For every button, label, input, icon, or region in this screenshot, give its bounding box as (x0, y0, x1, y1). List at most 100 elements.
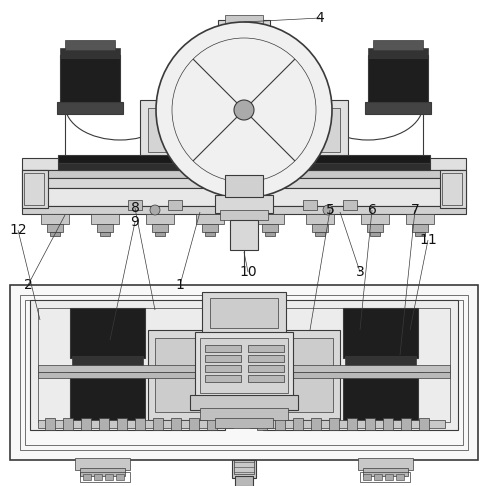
Bar (24, 173, 44, 205)
Bar (168, 200, 182, 210)
Bar (248, 345, 284, 352)
Bar (65, 40, 115, 50)
Text: 4: 4 (316, 11, 325, 25)
Bar (202, 224, 218, 232)
Bar (401, 418, 411, 430)
Bar (22, 178, 466, 188)
Bar (442, 173, 462, 205)
Circle shape (293, 120, 313, 140)
Bar (374, 474, 382, 480)
Bar (373, 40, 423, 50)
Bar (22, 170, 48, 208)
Bar (200, 408, 288, 420)
Bar (205, 232, 215, 236)
Bar (205, 375, 241, 382)
Bar (343, 375, 418, 425)
Bar (205, 365, 241, 372)
Bar (41, 214, 69, 224)
Text: 11: 11 (419, 233, 437, 247)
Bar (148, 108, 222, 152)
Bar (215, 418, 273, 428)
Bar (287, 338, 333, 412)
Bar (152, 224, 168, 232)
Bar (218, 20, 270, 42)
Bar (262, 224, 278, 232)
Bar (365, 102, 431, 114)
Bar (128, 200, 142, 210)
Bar (367, 224, 383, 232)
Bar (312, 224, 328, 232)
Bar (68, 366, 150, 376)
Bar (370, 232, 380, 236)
Bar (385, 474, 393, 480)
Bar (146, 214, 174, 224)
Circle shape (150, 205, 160, 215)
Bar (256, 214, 284, 224)
Bar (363, 474, 371, 480)
Bar (57, 102, 123, 114)
Bar (248, 355, 284, 362)
Text: 10: 10 (239, 265, 257, 279)
Bar (22, 170, 466, 178)
Bar (63, 418, 73, 430)
Bar (148, 330, 208, 420)
Text: 3: 3 (356, 265, 365, 279)
Bar (250, 372, 450, 378)
Text: 5: 5 (325, 203, 334, 217)
Bar (419, 418, 429, 430)
Bar (368, 48, 428, 58)
Bar (80, 472, 130, 482)
Bar (100, 232, 110, 236)
Bar (345, 372, 416, 378)
Bar (230, 220, 258, 250)
Bar (265, 232, 275, 236)
Text: 7: 7 (410, 203, 419, 217)
Bar (412, 224, 428, 232)
Bar (200, 338, 288, 393)
Bar (266, 108, 340, 152)
Bar (245, 155, 430, 163)
Circle shape (234, 100, 254, 120)
Bar (406, 214, 434, 224)
Bar (117, 418, 127, 430)
Bar (83, 474, 91, 480)
Bar (215, 195, 273, 213)
Bar (233, 200, 247, 210)
Bar (347, 418, 357, 430)
Bar (303, 200, 317, 210)
Bar (245, 163, 430, 170)
Bar (293, 418, 303, 430)
Circle shape (156, 22, 332, 198)
Bar (220, 210, 268, 220)
Bar (58, 163, 243, 170)
Circle shape (323, 205, 333, 215)
Bar (190, 395, 298, 410)
Bar (311, 418, 321, 430)
Bar (38, 372, 238, 378)
Bar (38, 365, 238, 372)
Bar (10, 285, 478, 460)
Bar (315, 232, 325, 236)
Bar (72, 356, 143, 366)
Bar (50, 232, 60, 236)
Bar (368, 55, 428, 105)
Bar (70, 308, 145, 358)
Bar (47, 224, 63, 232)
Bar (153, 418, 163, 430)
Bar (257, 418, 267, 430)
Bar (70, 375, 145, 425)
Bar (250, 420, 445, 428)
Bar (58, 155, 243, 163)
Bar (205, 355, 241, 362)
Bar (60, 55, 120, 105)
Bar (205, 345, 241, 352)
Bar (232, 460, 256, 478)
Bar (30, 300, 225, 430)
Bar (363, 468, 408, 476)
Bar (358, 458, 413, 470)
Bar (196, 214, 224, 224)
Bar (97, 224, 113, 232)
Text: 8: 8 (131, 201, 140, 215)
Bar (22, 158, 466, 170)
Bar (81, 418, 91, 430)
